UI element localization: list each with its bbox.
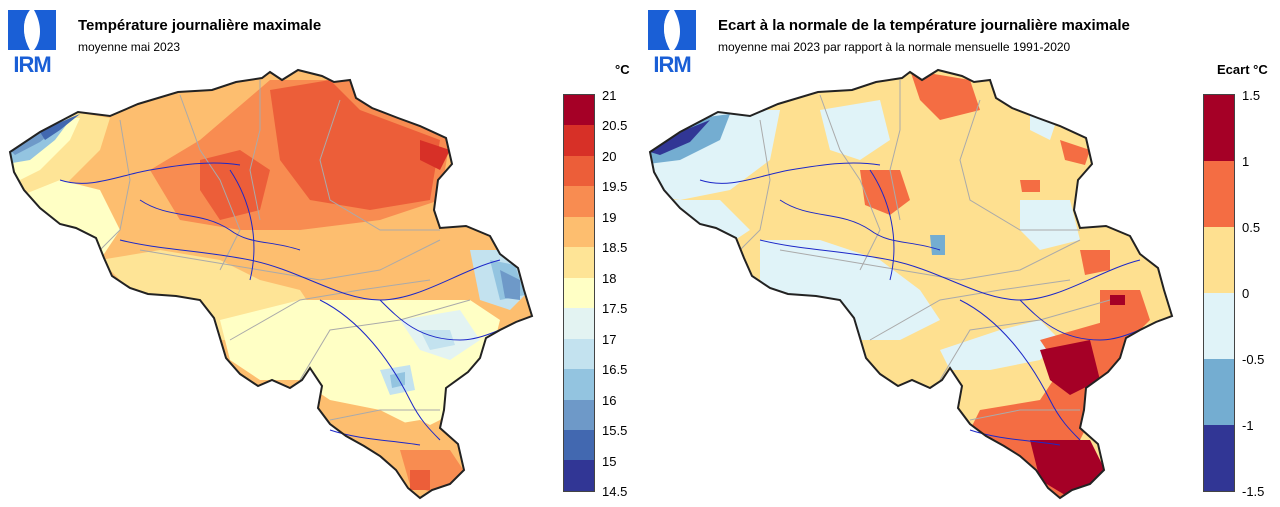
legend-tick-label: 20: [602, 148, 617, 164]
temperature-anomaly-map: [649, 69, 1173, 499]
legend-swatch: [564, 429, 594, 461]
legend-tick-label: 16.5: [602, 362, 628, 378]
legend-swatch: [564, 95, 594, 126]
legend-tick-label: 0.5: [1242, 220, 1261, 235]
legend-tick-label: 19.5: [602, 179, 628, 195]
temperature-anomaly-panel: IRM Ecart à la normale de la température…: [640, 0, 1280, 507]
legend-swatch: [1204, 293, 1234, 359]
legend-swatch: [564, 460, 594, 491]
legend-swatch: [564, 277, 594, 309]
legend-swatch: [564, 186, 594, 217]
legend-tick-label: -1.5: [1242, 484, 1265, 499]
legend-swatch: [1204, 359, 1234, 425]
legend-swatch: [564, 125, 594, 156]
legend-tick-label: -0.5: [1242, 352, 1265, 367]
legend-swatch: [564, 308, 594, 339]
irm-logo-icon: [8, 10, 56, 50]
legend-tick-label: 17.5: [602, 301, 628, 317]
irm-logo: IRM: [646, 6, 698, 77]
legend-tick-label: 1: [1242, 154, 1250, 169]
map-subtitle: moyenne mai 2023 par rapport à la normal…: [718, 40, 1071, 54]
legend-tick-label: 21: [602, 88, 617, 103]
legend-swatch: [564, 155, 594, 187]
map-subtitle: moyenne mai 2023: [78, 40, 181, 54]
irm-logo: IRM: [6, 6, 58, 77]
irm-logo-text: IRM: [13, 52, 51, 77]
irm-logo-text: IRM: [653, 52, 691, 77]
color-legend: [563, 94, 595, 492]
legend-tick-label: -1: [1242, 418, 1254, 433]
legend-tick-label: 15: [602, 453, 617, 469]
legend-tick-label: 18.5: [602, 240, 628, 256]
irm-logo-icon: [648, 10, 696, 50]
legend-swatch: [564, 338, 594, 370]
legend-tick-label: 19: [602, 209, 617, 225]
temperature-map: [9, 69, 533, 499]
legend-tick-label: 1.5: [1242, 88, 1261, 103]
legend-swatch: [564, 369, 594, 400]
legend-unit-label: °C: [615, 62, 630, 77]
map-title: Ecart à la normale de la température jou…: [718, 17, 1130, 34]
legend-tick-label: 16: [602, 392, 617, 408]
legend-swatch: [564, 399, 594, 430]
legend-tick-label: 20.5: [602, 118, 628, 134]
legend-swatch: [1204, 227, 1234, 293]
map-title: Température journalière maximale: [78, 17, 322, 34]
legend-tick-label: 15.5: [602, 423, 628, 439]
max-temperature-panel: IRM Température journalière maximale moy…: [6, 6, 630, 499]
legend-swatch: [564, 247, 594, 278]
color-legend: [1203, 94, 1235, 492]
legend-swatch: [564, 216, 594, 248]
legend-tick-label: 18: [602, 270, 617, 286]
legend-tick-label: 17: [602, 331, 617, 347]
legend-swatch: [1204, 161, 1234, 227]
legend-swatch: [1204, 425, 1234, 491]
legend-tick-label: 14.5: [602, 484, 628, 499]
legend-unit-label: Ecart °C: [1217, 62, 1268, 77]
legend-tick-label: 0: [1242, 286, 1250, 301]
legend-swatch: [1204, 95, 1234, 161]
